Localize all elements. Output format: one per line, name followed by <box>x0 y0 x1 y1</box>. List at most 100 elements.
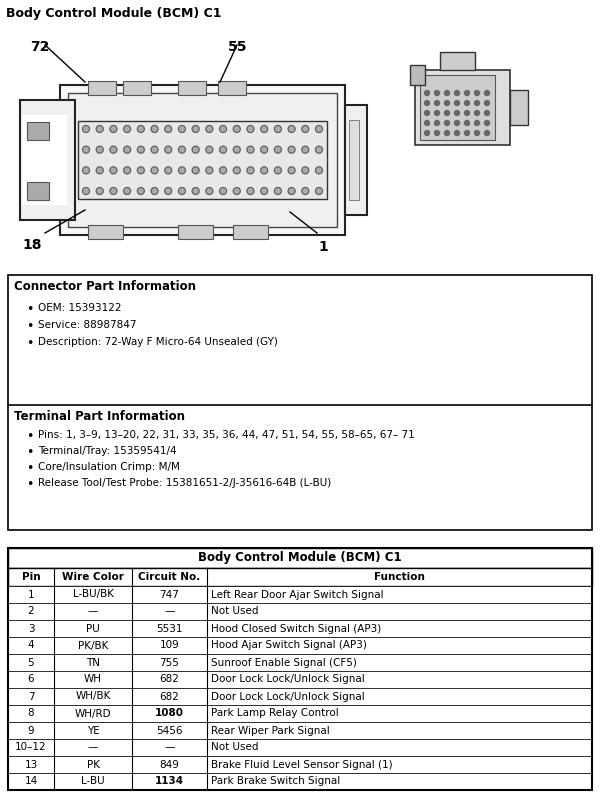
Circle shape <box>137 187 145 194</box>
Text: Park Brake Switch Signal: Park Brake Switch Signal <box>211 777 340 786</box>
Text: Core/Insulation Crimp: M/M: Core/Insulation Crimp: M/M <box>38 462 180 472</box>
Bar <box>8 548 592 790</box>
Circle shape <box>464 130 470 135</box>
Text: Park Lamp Relay Control: Park Lamp Relay Control <box>211 709 339 718</box>
Bar <box>8 275 592 530</box>
Text: YE: YE <box>86 726 100 735</box>
Circle shape <box>124 146 131 153</box>
Circle shape <box>83 187 89 194</box>
Circle shape <box>316 126 323 133</box>
Text: 1: 1 <box>28 590 34 599</box>
Text: •: • <box>26 478 34 491</box>
Text: 72: 72 <box>30 40 49 54</box>
Circle shape <box>485 90 490 95</box>
Bar <box>233 225 268 239</box>
Text: Body Control Module (BCM) C1: Body Control Module (BCM) C1 <box>198 551 402 565</box>
Circle shape <box>475 90 479 95</box>
Circle shape <box>247 126 254 133</box>
Circle shape <box>455 101 460 106</box>
Circle shape <box>288 187 295 194</box>
Circle shape <box>192 126 199 133</box>
Circle shape <box>192 146 199 153</box>
Circle shape <box>151 126 158 133</box>
Text: 55: 55 <box>228 40 248 54</box>
Circle shape <box>151 187 158 194</box>
Text: 5456: 5456 <box>156 726 183 735</box>
Circle shape <box>137 126 145 133</box>
Text: 14: 14 <box>25 777 38 786</box>
Circle shape <box>233 146 240 153</box>
Bar <box>8 756 592 773</box>
Bar <box>8 705 592 722</box>
Circle shape <box>83 126 89 133</box>
Circle shape <box>274 187 281 194</box>
Circle shape <box>274 167 281 174</box>
Text: Door Lock Lock/Unlock Signal: Door Lock Lock/Unlock Signal <box>211 691 365 702</box>
Circle shape <box>425 121 430 126</box>
Circle shape <box>96 126 103 133</box>
Circle shape <box>151 146 158 153</box>
Bar <box>27 182 49 200</box>
Circle shape <box>137 167 145 174</box>
Text: 682: 682 <box>160 674 179 685</box>
Circle shape <box>178 187 185 194</box>
Text: •: • <box>26 462 34 475</box>
Bar <box>20 100 75 220</box>
Circle shape <box>178 167 185 174</box>
Bar <box>8 739 592 756</box>
Circle shape <box>464 121 470 126</box>
Text: 1080: 1080 <box>155 709 184 718</box>
Circle shape <box>96 146 103 153</box>
Bar <box>88 225 123 239</box>
Text: Not Used: Not Used <box>211 742 259 753</box>
Circle shape <box>220 167 227 174</box>
Circle shape <box>302 146 309 153</box>
Bar <box>8 586 592 603</box>
Bar <box>218 81 246 95</box>
Text: 1134: 1134 <box>155 777 184 786</box>
Bar <box>349 120 359 200</box>
Text: Pins: 1, 3–9, 13–20, 22, 31, 33, 35, 36, 44, 47, 51, 54, 55, 58–65, 67– 71: Pins: 1, 3–9, 13–20, 22, 31, 33, 35, 36,… <box>38 430 415 440</box>
Circle shape <box>302 126 309 133</box>
Circle shape <box>485 110 490 115</box>
Circle shape <box>260 146 268 153</box>
Circle shape <box>288 126 295 133</box>
Text: Pin: Pin <box>22 572 40 582</box>
Bar <box>8 688 592 705</box>
Circle shape <box>455 90 460 95</box>
Text: 1: 1 <box>318 240 328 254</box>
Bar <box>22 115 67 205</box>
Text: Door Lock Lock/Unlock Signal: Door Lock Lock/Unlock Signal <box>211 674 365 685</box>
Circle shape <box>316 187 323 194</box>
Bar <box>345 105 367 215</box>
Text: 6: 6 <box>28 674 34 685</box>
Circle shape <box>220 126 227 133</box>
Circle shape <box>445 101 449 106</box>
Circle shape <box>83 146 89 153</box>
Circle shape <box>475 101 479 106</box>
Text: 18: 18 <box>22 238 41 252</box>
Bar <box>420 75 495 140</box>
Circle shape <box>455 130 460 135</box>
Text: 755: 755 <box>160 658 179 667</box>
Text: 747: 747 <box>160 590 179 599</box>
Circle shape <box>445 130 449 135</box>
Text: Left Rear Door Ajar Switch Signal: Left Rear Door Ajar Switch Signal <box>211 590 383 599</box>
Circle shape <box>274 146 281 153</box>
Circle shape <box>233 167 240 174</box>
Circle shape <box>165 146 172 153</box>
Text: •: • <box>26 320 34 333</box>
Text: PU: PU <box>86 623 100 634</box>
Bar <box>8 548 592 568</box>
Text: 3: 3 <box>28 623 34 634</box>
Text: 5531: 5531 <box>156 623 183 634</box>
Circle shape <box>434 121 439 126</box>
Bar <box>8 637 592 654</box>
Bar <box>8 654 592 671</box>
Circle shape <box>151 167 158 174</box>
Bar <box>178 81 206 95</box>
Text: WH/RD: WH/RD <box>74 709 112 718</box>
Text: Terminal/Tray: 15359541/4: Terminal/Tray: 15359541/4 <box>38 446 176 456</box>
Circle shape <box>425 90 430 95</box>
Text: 8: 8 <box>28 709 34 718</box>
